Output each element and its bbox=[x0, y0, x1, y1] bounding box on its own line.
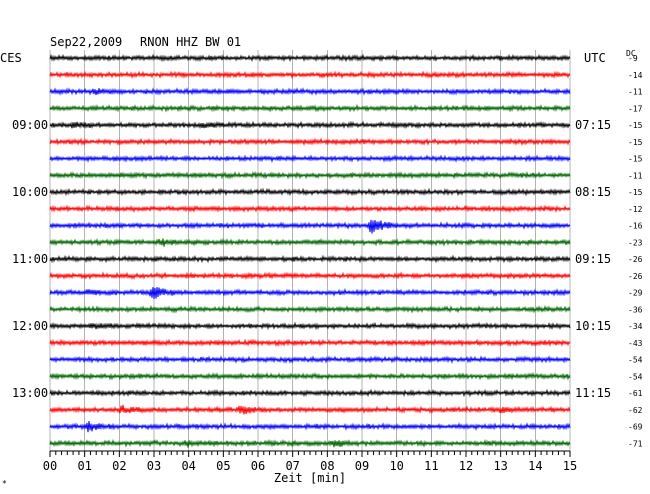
trace-row bbox=[49, 438, 571, 448]
record-date: Sep22,2009 bbox=[50, 35, 122, 49]
x-tick-label: 09 bbox=[355, 459, 369, 473]
dc-offset-value: -11 bbox=[628, 171, 643, 180]
x-tick-label: 04 bbox=[181, 459, 195, 473]
x-tick-label: 11 bbox=[424, 459, 438, 473]
trace-row bbox=[49, 103, 571, 113]
minute-gridlines bbox=[49, 50, 571, 451]
utc-timezone-label: UTC bbox=[584, 51, 606, 65]
x-tick-label: 13 bbox=[493, 459, 507, 473]
time-labels: 09:00 10:00 11:00 12:00 13:00 07:15 08:15 09:1… bbox=[12, 54, 643, 448]
trace-row bbox=[49, 204, 571, 214]
dc-offset-value: -23 bbox=[628, 238, 643, 247]
dc-offset-header: DC bbox=[626, 49, 636, 58]
trace-row bbox=[49, 355, 571, 364]
trace-row bbox=[49, 254, 571, 264]
trace-row bbox=[49, 237, 571, 247]
dc-offset-value: -26 bbox=[628, 272, 643, 281]
local-time-label: 09:00 bbox=[12, 118, 48, 132]
station-id: RNON HHZ BW 01 bbox=[140, 35, 241, 49]
dc-offset-value: -34 bbox=[628, 322, 643, 331]
dc-offset-value: -54 bbox=[628, 356, 643, 365]
dc-offset-value: -15 bbox=[628, 155, 643, 164]
trace-row bbox=[49, 321, 571, 331]
x-tick-label: 15 bbox=[563, 459, 577, 473]
x-tick-label: 05 bbox=[216, 459, 230, 473]
trace-row bbox=[49, 404, 571, 415]
local-time-labels: 09:00 10:00 11:00 12:00 13:00 bbox=[12, 118, 48, 400]
dc-offset-value: -14 bbox=[628, 71, 643, 80]
dc-offset-value: -16 bbox=[628, 222, 643, 231]
trace-row bbox=[49, 286, 571, 299]
dc-offset-value: -36 bbox=[628, 305, 643, 314]
x-tick-label: 14 bbox=[528, 459, 542, 473]
trace-row bbox=[49, 338, 571, 348]
dc-offset-value: -15 bbox=[628, 138, 643, 147]
local-time-label: 11:00 bbox=[12, 252, 48, 266]
axis-tick-labels: 00 01 02 03 04 05 06 07 08 09 10 11 12 13 14 15 bbox=[43, 459, 577, 473]
dc-offset-value: -43 bbox=[628, 339, 643, 348]
trace-row bbox=[49, 371, 571, 381]
dc-offset-value: -71 bbox=[628, 439, 643, 448]
dc-offset-labels: -9 -14 -11 -17 -15 -15 -15 -11 -15 -12 -16 -23 -26 -2… bbox=[628, 54, 643, 448]
local-time-label: 13:00 bbox=[12, 386, 48, 400]
utc-time-label: 09:15 bbox=[575, 252, 611, 266]
dc-offset-value: -29 bbox=[628, 289, 643, 298]
dc-offset-value: -11 bbox=[628, 88, 643, 97]
x-tick-label: 06 bbox=[251, 459, 265, 473]
utc-time-label: 07:15 bbox=[575, 118, 611, 132]
utc-time-label: 10:15 bbox=[575, 319, 611, 333]
local-time-label: 10:00 bbox=[12, 185, 48, 199]
trace-row bbox=[49, 271, 571, 281]
dc-offset-value: -54 bbox=[628, 372, 643, 381]
x-tick-label: 07 bbox=[285, 459, 299, 473]
dc-offset-value: -9 bbox=[628, 54, 638, 63]
utc-time-label: 11:15 bbox=[575, 386, 611, 400]
utc-time-labels: 07:15 08:15 09:15 10:15 11:15 bbox=[575, 118, 611, 400]
trace-row bbox=[49, 87, 571, 96]
x-tick-label: 08 bbox=[320, 459, 334, 473]
x-tick-label: 00 bbox=[43, 459, 57, 473]
local-time-label: 12:00 bbox=[12, 319, 48, 333]
trace-row bbox=[49, 420, 571, 433]
x-tick-label: 02 bbox=[112, 459, 126, 473]
x-tick-label: 10 bbox=[389, 459, 403, 473]
dc-offset-value: -62 bbox=[628, 406, 643, 415]
trace-row bbox=[49, 304, 571, 314]
dc-offset-value: -15 bbox=[628, 188, 643, 197]
axis-ticks bbox=[49, 451, 571, 457]
dc-offset-value: -69 bbox=[628, 423, 643, 432]
dc-offset-value: -61 bbox=[628, 389, 643, 398]
x-axis-title: Zeit [min] bbox=[274, 471, 346, 485]
trace-row bbox=[49, 120, 571, 130]
utc-time-label: 08:15 bbox=[575, 185, 611, 199]
trace-row bbox=[49, 170, 571, 180]
local-timezone-label: CES bbox=[0, 51, 22, 65]
trace-row bbox=[49, 154, 571, 163]
x-tick-label: 03 bbox=[147, 459, 161, 473]
footer-mark: * bbox=[2, 479, 7, 488]
dc-offset-value: -17 bbox=[628, 104, 643, 113]
trace-row bbox=[49, 388, 571, 398]
dc-offset-value: -12 bbox=[628, 205, 643, 214]
trace-row bbox=[49, 137, 571, 147]
trace-row bbox=[49, 219, 571, 234]
trace-row bbox=[49, 53, 571, 63]
trace-row bbox=[49, 70, 571, 80]
dc-offset-value: -26 bbox=[628, 255, 643, 264]
trace-row bbox=[49, 187, 571, 197]
x-tick-label: 12 bbox=[459, 459, 473, 473]
x-tick-label: 01 bbox=[77, 459, 91, 473]
time-axis: 00 01 02 03 04 05 06 07 08 09 10 11 12 13 14 15 Zeit [m… bbox=[43, 450, 577, 485]
dc-offset-value: -15 bbox=[628, 121, 643, 130]
seismic-traces bbox=[49, 53, 571, 448]
